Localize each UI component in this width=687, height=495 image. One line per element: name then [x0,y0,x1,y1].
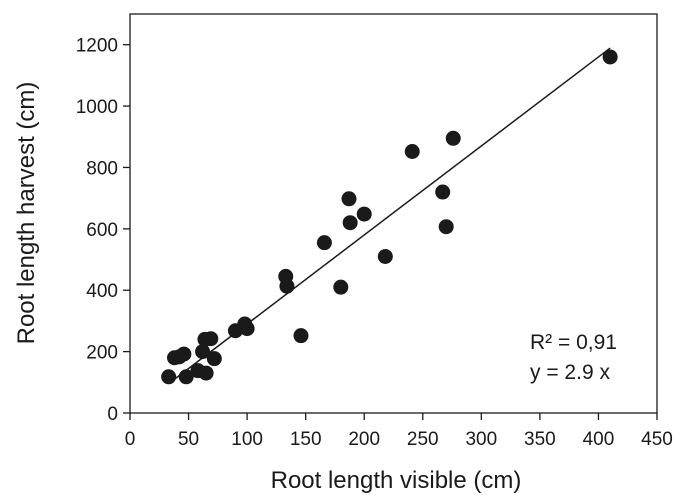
data-point [445,130,461,146]
x-tick-label: 250 [407,429,439,450]
y-tick-label: 1000 [76,97,118,118]
data-point [333,279,349,295]
y-tick-label: 800 [86,158,118,179]
r-squared-annotation: R² = 0,91 [530,331,617,354]
data-point [176,346,192,362]
data-point [239,321,255,337]
x-tick-label: 50 [178,429,199,450]
data-point [178,369,194,385]
plot-border [129,13,658,414]
x-tick-label: 200 [348,429,380,450]
data-point [206,351,222,367]
x-tick-label: 100 [231,429,263,450]
data-point [293,328,309,344]
plot-frame [129,13,658,414]
x-tick-label: 0 [125,429,136,450]
data-point [356,206,372,222]
data-point [316,235,332,251]
x-tick-label: 300 [465,429,497,450]
data-point [198,365,214,381]
x-tick-label: 350 [524,429,556,450]
x-tick-label: 450 [641,429,673,450]
data-point [438,219,454,235]
y-tick-label: 200 [86,343,118,364]
data-point [377,248,393,264]
data-point [161,369,177,385]
equation-annotation: y = 2.9 x [530,361,610,384]
data-point [602,49,618,65]
y-tick-label: 400 [86,281,118,302]
data-point [342,215,358,231]
data-point [341,191,357,207]
data-points [161,49,618,385]
y-tick-label: 0 [107,404,118,425]
data-point [279,278,295,294]
data-point [195,344,211,360]
x-tick-label: 400 [583,429,615,450]
x-axis-ticks: 0 50 100 150 200 250 300 350 400 450 [125,413,673,450]
y-tick-label: 600 [86,220,118,241]
y-axis-title: Root length harvest (cm) [13,82,40,345]
data-point [203,331,219,347]
data-point [404,144,420,160]
y-axis-ticks: 0 200 400 600 800 1000 1200 [76,36,130,425]
x-axis-title: Root length visible (cm) [271,467,522,494]
y-tick-label: 1200 [76,36,118,57]
data-point [435,184,451,200]
x-tick-label: 150 [290,429,322,450]
